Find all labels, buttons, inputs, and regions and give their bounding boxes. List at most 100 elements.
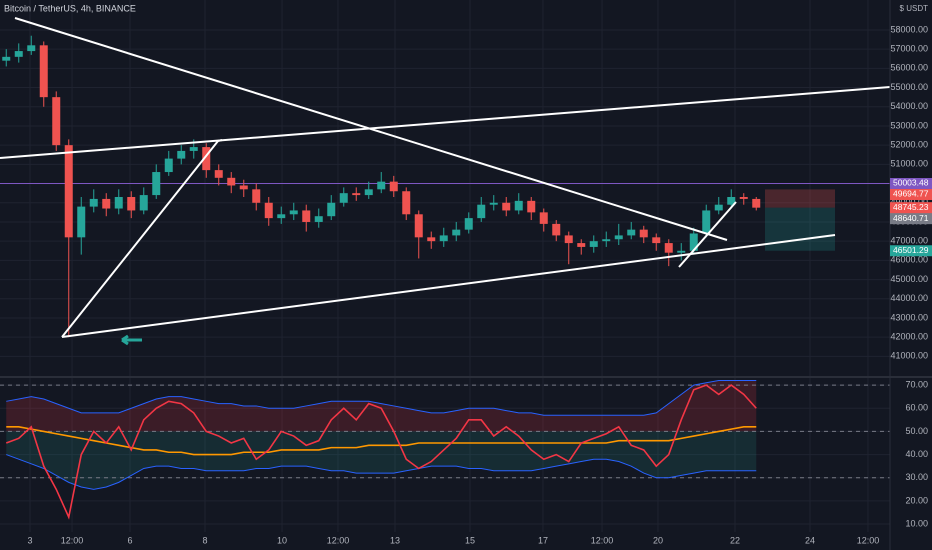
x-tick-label: 20 [653,535,663,545]
candle-body [364,189,373,196]
indicator-line [6,425,757,456]
y-tick-label: 58000.00 [890,24,928,34]
band-fill-lower [6,431,757,490]
candle-body [252,189,261,203]
y-tick-label: 49000.00 [890,197,928,207]
x-tick-label: 24 [805,535,815,545]
candle-body [552,223,561,236]
candle-body [502,202,511,211]
candle-body [77,206,86,238]
indicator-line [6,379,757,416]
candle-body [52,97,61,146]
price-label-box [890,213,932,225]
price-label: 46501.29 [893,245,929,255]
candle-body [464,218,473,230]
candle-body [527,200,536,213]
candle-body [114,197,123,209]
trend-line [0,86,891,159]
y-tick-label: 53000.00 [890,120,928,130]
y-tick-label: 60.00 [905,403,928,413]
y-tick-label: 43000.00 [890,312,928,322]
candle-body [452,229,461,236]
y-tick-label: 10.00 [905,518,928,528]
candle-body [402,191,411,215]
y-tick-label: 50.00 [905,426,928,436]
price-label: 50003.48 [893,178,929,188]
candle-body [214,170,223,178]
candle-body [239,185,248,190]
y-tick-label: 30.00 [905,472,928,482]
x-tick-label: 12:00 [591,535,614,545]
candle-body [514,200,523,211]
currency: $ USDT [900,4,929,13]
candle-body [202,147,211,171]
x-tick-label: 6 [127,535,132,545]
candle-body [227,177,236,186]
x-tick-label: 12:00 [327,535,350,545]
candle-body [127,197,136,211]
price-label-box [890,177,932,189]
price-label-box [890,245,932,257]
candle-body [489,202,498,205]
candle-body [602,239,611,242]
candle-body [2,56,11,61]
candle-body [389,181,398,192]
indicator-line [6,454,757,490]
y-tick-label: 45000.00 [890,274,928,284]
candle-body [102,198,111,209]
axis: 3 12:00 6 8 10 12:00 13 15 17 12:00 20 22 24 12:00 410… [27,24,932,545]
trend-line [61,234,836,338]
y-tick-label: 54000.00 [890,101,928,111]
band-fill-upper [6,380,757,432]
candle-body [189,147,198,151]
price-label: 48745.23 [893,202,929,212]
candle-body [27,45,36,52]
price-label-box [890,188,932,200]
indicator-line [5,384,757,520]
y-tick-label: 52000.00 [890,140,928,150]
candle-body [289,210,298,215]
candle-body [377,181,386,190]
candle-body [427,237,436,242]
candle-body [614,235,623,240]
candle-body [339,193,348,203]
x-tick-label: 17 [538,535,548,545]
x-tick-label: 22 [730,535,740,545]
x-tick-label: 3 [27,535,32,545]
candle-body [264,202,273,219]
candle-body [414,214,423,238]
candle-body [639,229,648,238]
candle-body [64,145,73,238]
y-tick-label: 47000.00 [890,236,928,246]
y-tick-label: 20.00 [905,495,928,505]
position-profit [765,207,835,251]
candle-body [577,243,586,247]
trend-line [678,201,737,268]
trend-line [61,139,223,338]
y-tick-label: 57000.00 [890,44,928,54]
candle-body [14,51,23,57]
x-tick-label: 13 [390,535,400,545]
arrow [121,334,142,346]
y-tick-label: 46000.00 [890,255,928,265]
candle-body [702,210,711,234]
candle-body [752,198,761,208]
candle-body [589,241,598,247]
x-tick-label: 12:00 [61,535,84,545]
y-tick-label: 70.00 [905,379,928,389]
chart-title: Bitcoin / TetherUS, 4h, BINANCE [4,3,136,13]
y-tick-label: 44000.00 [890,293,928,303]
price-label: 48640.71 [893,213,929,223]
candle-body [564,235,573,244]
y-tick-label: 40.00 [905,449,928,459]
candle-body [689,233,698,251]
candle-body [739,197,748,199]
candle-body [664,243,673,253]
drawings [0,17,891,346]
candle-body [314,216,323,222]
x-tick-label: 12:00 [857,535,880,545]
candle-body [727,197,736,205]
candle-body [714,204,723,211]
